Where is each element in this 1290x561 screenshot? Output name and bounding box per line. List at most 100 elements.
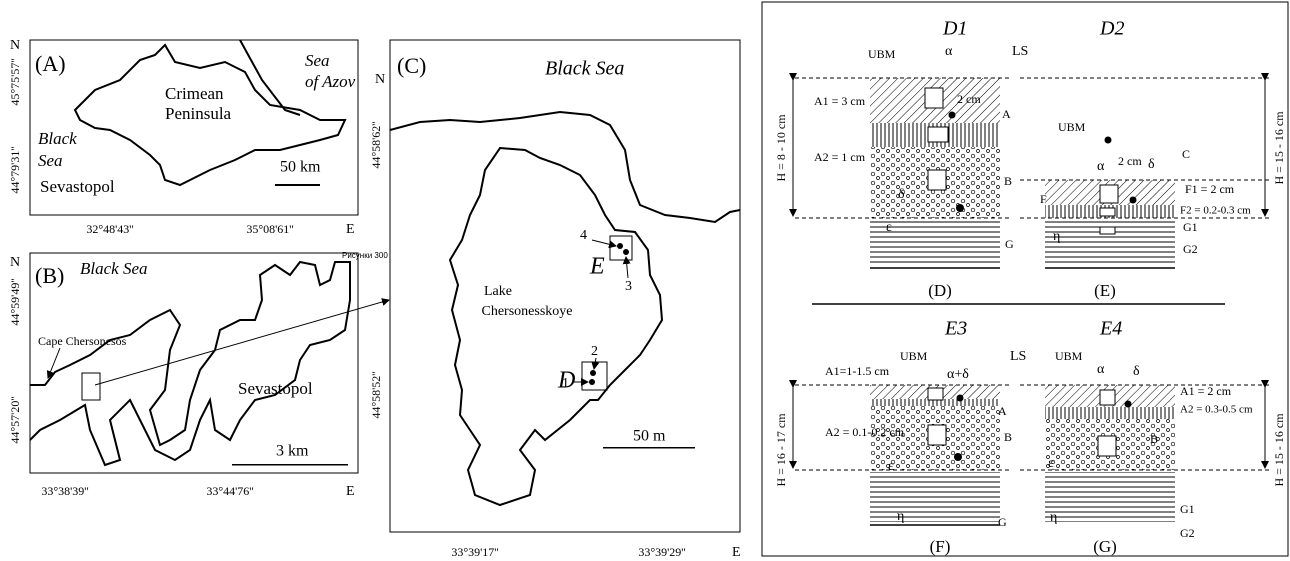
layer-a2 [870, 399, 1000, 406]
label: 2 cm [957, 92, 981, 106]
panel-label: (B) [35, 263, 64, 288]
lake-outline [448, 146, 664, 507]
label: δ [1133, 364, 1140, 379]
lat: 44°58'62'' [369, 121, 383, 168]
title: E3 [944, 318, 967, 340]
sea-label: Black [38, 129, 77, 148]
caption: (G) [1093, 537, 1117, 556]
site-label: E [589, 254, 605, 280]
lon: 33°44'76'' [206, 484, 253, 498]
label: B [1150, 432, 1158, 446]
title: D1 [942, 18, 967, 40]
lon: 33°39'29'' [638, 545, 685, 559]
label: ε [1048, 456, 1054, 471]
label: A1=1-1.5 cm [825, 364, 890, 378]
north: N [10, 38, 20, 53]
sample [924, 87, 944, 109]
label: F1 = 2 cm [1185, 182, 1235, 196]
north: N [10, 255, 20, 270]
cape-arrow [46, 347, 61, 379]
arabat-spit [239, 39, 301, 116]
sea-label: Sea [38, 151, 63, 170]
point [956, 394, 964, 402]
label: F [1040, 192, 1047, 206]
pointer [591, 239, 617, 249]
label: A [998, 404, 1007, 418]
scale-bar [275, 184, 320, 186]
sea-label: of Azov [305, 72, 356, 91]
label: A2 = 0.3-0.5 cm [1180, 404, 1253, 416]
label: η [897, 509, 904, 524]
lake-label: Lake [484, 284, 512, 299]
panel-label: (A) [35, 51, 66, 76]
city-label: Sevastopol [40, 177, 115, 196]
title: D2 [1099, 18, 1124, 40]
lat: 44°79'31'' [8, 146, 22, 193]
east: E [346, 484, 355, 499]
point [956, 204, 964, 212]
panel-a: (A) N E 45°75'57'' 44°79'31'' 32°48'43''… [8, 38, 359, 237]
sea-label: Black Sea [80, 259, 148, 278]
lake-label: Chersonesskoye [482, 304, 573, 319]
label: A1 = 2 cm [1180, 384, 1232, 398]
lat: 44°58'52'' [369, 371, 383, 418]
label: α [945, 44, 953, 59]
scale-label: 50 m [633, 428, 666, 445]
point-label: 2 [591, 344, 598, 359]
scale-label: 3 km [276, 443, 309, 460]
label: A2 = 0.1-0.2 cm [825, 425, 905, 439]
label: B [1004, 430, 1012, 444]
point-label: 1 [562, 376, 569, 391]
frame [761, 1, 1289, 557]
site-box [81, 372, 101, 401]
sample [927, 387, 944, 401]
label: LS [1012, 44, 1028, 59]
scale-label: 50 km [280, 159, 321, 176]
label: G2 [1183, 242, 1198, 256]
point-label: 3 [625, 279, 632, 294]
label: G [1005, 237, 1014, 251]
sample [1099, 207, 1116, 217]
label: G2 [1180, 526, 1195, 540]
profiles-panel [761, 1, 1289, 557]
label: H = 15 - 16 cm [1272, 413, 1286, 487]
profile-labels: D1 D2 UBM α LS A1 = 3 cm 2 cm A2 = 1 cm … [774, 18, 1286, 556]
label: B [1004, 174, 1012, 188]
label: 2 cm [1118, 154, 1142, 168]
point [954, 453, 962, 461]
lon: 32°48'43'' [86, 222, 133, 236]
label: η [1053, 229, 1060, 244]
sample [1099, 226, 1116, 235]
scale-bar [232, 464, 348, 466]
sample [1099, 389, 1116, 406]
lat: 44°57'20'' [8, 396, 22, 443]
label: H = 16 - 17 cm [774, 413, 788, 487]
label: ε [888, 459, 894, 474]
label: C [1182, 147, 1190, 161]
layer-g [1045, 472, 1175, 522]
lat: 45°75'57'' [8, 58, 22, 105]
label: ε [886, 220, 892, 235]
coastline [29, 260, 351, 467]
label: α [1097, 362, 1105, 377]
east: E [732, 545, 741, 560]
east: E [346, 222, 355, 237]
point-label: 4 [580, 228, 587, 243]
point [1104, 136, 1112, 144]
place-label: Peninsula [165, 104, 232, 123]
panel-label: (C) [397, 53, 426, 78]
point [948, 111, 956, 119]
point [1124, 400, 1132, 408]
city-label: Sevastopol [238, 379, 313, 398]
label: H = 8 - 10 cm [774, 114, 788, 182]
frame [29, 39, 359, 216]
label: α+δ [947, 367, 969, 382]
label: LS [1010, 349, 1026, 364]
label: G1 [1180, 502, 1195, 516]
layer-g [870, 472, 1000, 522]
point [617, 243, 623, 249]
caption: (E) [1094, 281, 1116, 300]
lon: 33°38'39'' [41, 484, 88, 498]
place-label: Crimean [165, 84, 224, 103]
